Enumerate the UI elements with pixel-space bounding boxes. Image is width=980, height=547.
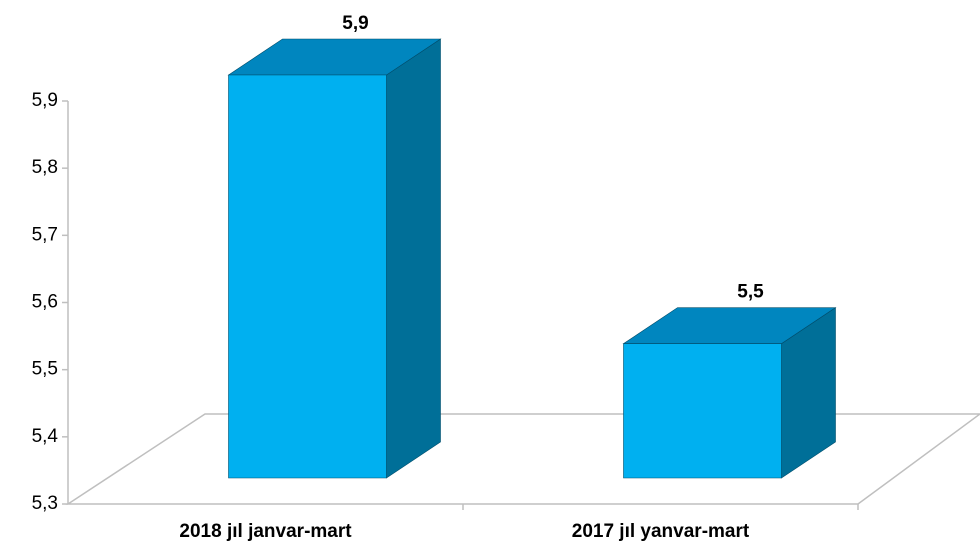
data-label: 5,5 [737, 282, 764, 303]
bar-side [386, 38, 441, 479]
bar [227, 38, 442, 479]
x-tick-label: 2017 jıl yanvar-mart [572, 521, 750, 542]
y-tick-label: 5,6 [32, 292, 58, 313]
bar-front [228, 74, 387, 479]
y-tick-label: 5,7 [32, 224, 58, 245]
bar-front [623, 343, 782, 479]
floor [65, 413, 980, 505]
y-tick-label: 5,3 [32, 493, 58, 514]
x-tick-label: 2018 jıl janvar-mart [179, 521, 352, 542]
y-tick-label: 5,8 [32, 157, 58, 178]
y-tick-label: 5,5 [32, 359, 58, 380]
bar [622, 307, 837, 479]
y-tick-label: 5,9 [32, 90, 58, 111]
data-label: 5,9 [342, 13, 368, 34]
y-tick-label: 5,4 [32, 426, 59, 447]
